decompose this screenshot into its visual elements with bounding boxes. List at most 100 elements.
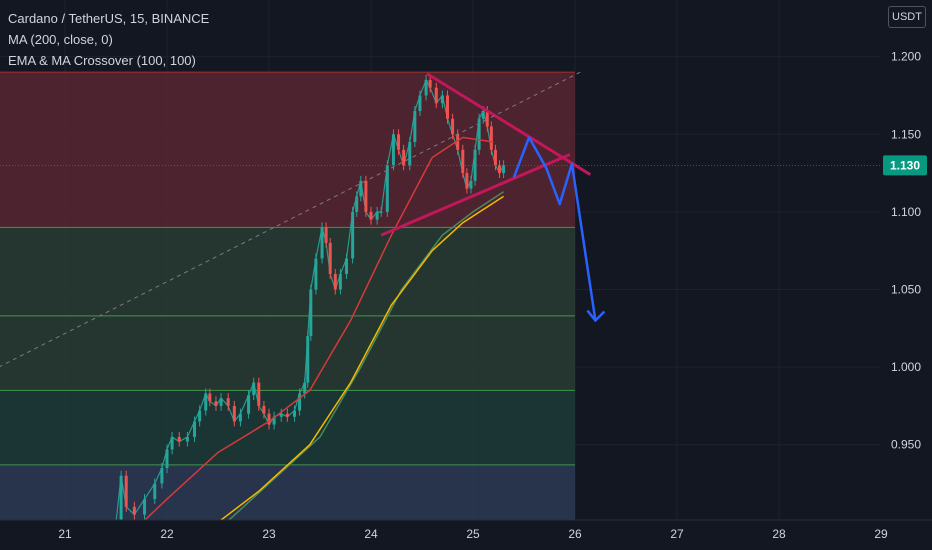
triangle-trendline [380, 153, 571, 237]
candle-body [465, 173, 469, 189]
candle-body [272, 416, 276, 425]
indicator-crossover-label[interactable]: EMA & MA Crossover (100, 100) [8, 53, 196, 68]
candle-body [247, 395, 251, 414]
candle-body [364, 180, 368, 212]
candle-body [375, 211, 379, 220]
candle-body [170, 436, 174, 450]
candle-body [489, 126, 493, 150]
candle-body [481, 110, 485, 119]
candle-body [328, 242, 332, 274]
candle-body [469, 180, 473, 189]
candle-body [226, 398, 230, 406]
candle-body [498, 165, 502, 174]
candle-body [165, 449, 169, 468]
candle-body [493, 149, 497, 166]
candle-body [314, 258, 318, 290]
candle-body [238, 413, 242, 422]
candle-body [428, 79, 432, 88]
trendlines[interactable] [0, 71, 592, 368]
candle-body [402, 149, 406, 166]
candle-body [208, 393, 212, 402]
candle-body [477, 118, 481, 150]
candle-body [485, 110, 489, 127]
time-tick-label: 23 [262, 527, 276, 541]
candle-body [285, 413, 289, 417]
price-axis-background[interactable] [880, 0, 932, 520]
candle-body [303, 382, 307, 394]
candle-body [351, 211, 355, 259]
candle-body [185, 436, 189, 442]
candle-body [440, 95, 444, 104]
candle-body [193, 421, 197, 437]
candle-body [379, 211, 383, 213]
candle-body [461, 149, 465, 174]
candle-body [324, 227, 328, 243]
last-price-label: 1.130 [890, 158, 920, 172]
candle-body [293, 410, 296, 417]
time-tick-label: 27 [670, 527, 684, 541]
candle-body [408, 142, 412, 166]
indicator-ma-label[interactable]: MA (200, close, 0) [8, 32, 113, 47]
fib-zone [0, 72, 575, 228]
candle-body [153, 483, 157, 500]
price-tick-label: 1.100 [891, 205, 921, 219]
candle-body [309, 289, 313, 337]
projection-path [512, 136, 597, 321]
candle-body [418, 95, 422, 111]
candle-body [385, 165, 389, 212]
candle-body [204, 393, 208, 411]
price-axis[interactable]: 1.200 1.150 1.100 1.050 1.000 0.950 [891, 50, 921, 452]
candle-body [446, 95, 449, 119]
price-tick-label: 1.200 [891, 50, 921, 64]
candle-body [369, 211, 373, 220]
candle-body [473, 149, 477, 181]
candle-body [119, 475, 123, 523]
time-axis-background[interactable] [0, 520, 932, 550]
time-tick-label: 26 [568, 527, 582, 541]
indicator-line [217, 191, 505, 531]
chart-legend: Cardano / TetherUS, 15, BINANCE MA (200,… [8, 8, 209, 71]
candle-body [267, 413, 271, 425]
candle-body [391, 134, 395, 166]
candle-body [338, 273, 342, 290]
candle-body [262, 405, 266, 414]
currency-button[interactable]: USDT [888, 6, 926, 28]
candle-body [252, 382, 256, 396]
candle-body [456, 134, 460, 150]
candle-body [198, 410, 202, 422]
candle-body [279, 413, 283, 417]
candle-body [345, 258, 349, 274]
price-tick-label: 1.000 [891, 360, 921, 374]
price-tick-label: 1.050 [891, 282, 921, 296]
candle-body [143, 499, 147, 515]
projection-arrowhead [586, 309, 606, 323]
candle-body [451, 118, 455, 135]
candle-body [424, 79, 428, 96]
indicator-line [125, 136, 494, 539]
candle-body [214, 401, 218, 406]
fib-zones [0, 71, 575, 520]
candle-body [160, 468, 164, 484]
indicator-line [207, 195, 505, 531]
candle-body [177, 436, 181, 442]
candle-body [298, 393, 302, 411]
time-tick-label: 28 [772, 527, 786, 541]
candle-body [502, 165, 506, 174]
candle-body [124, 475, 128, 507]
time-tick-label: 24 [364, 527, 378, 541]
symbol-title[interactable]: Cardano / TetherUS, 15, BINANCE [8, 11, 210, 26]
price-tick-label: 1.150 [891, 127, 921, 141]
projection-arrow[interactable] [512, 136, 606, 323]
indicator-lines [115, 74, 506, 539]
fib-zone [0, 464, 575, 520]
fib-zone [0, 315, 575, 391]
candle-body [397, 134, 401, 150]
candle-body [219, 398, 223, 406]
time-axis[interactable]: 21 22 23 24 25 26 27 28 29 [58, 527, 888, 541]
time-tick-label: 21 [58, 527, 72, 541]
candle-body [359, 180, 363, 197]
time-tick-label: 25 [466, 527, 480, 541]
candle-body [232, 405, 236, 422]
candle-body [320, 227, 324, 259]
